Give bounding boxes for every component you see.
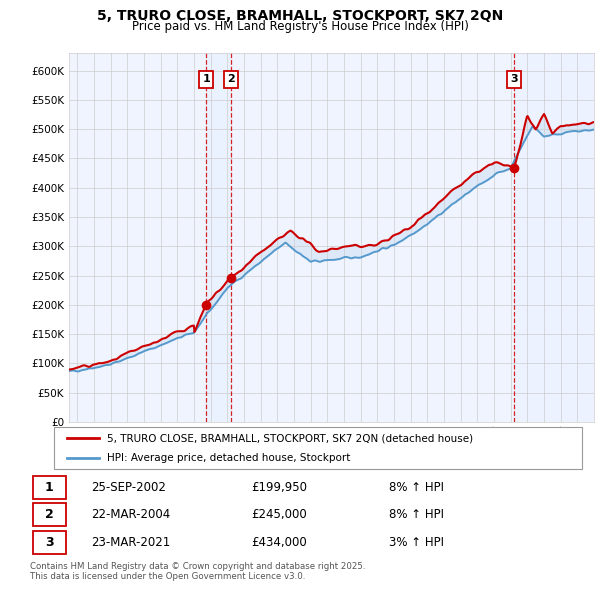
Text: 8% ↑ HPI: 8% ↑ HPI [389,481,444,494]
Text: 1: 1 [202,74,210,84]
Text: 22-MAR-2004: 22-MAR-2004 [91,508,170,522]
Text: 3: 3 [45,536,53,549]
Text: £434,000: £434,000 [251,536,307,549]
Text: 25-SEP-2002: 25-SEP-2002 [91,481,166,494]
Text: HPI: Average price, detached house, Stockport: HPI: Average price, detached house, Stoc… [107,454,350,463]
Text: £245,000: £245,000 [251,508,307,522]
FancyBboxPatch shape [33,530,66,553]
Text: Contains HM Land Registry data © Crown copyright and database right 2025.
This d: Contains HM Land Registry data © Crown c… [30,562,365,581]
FancyBboxPatch shape [33,503,66,526]
Bar [514,53,594,422]
Text: 2: 2 [227,74,235,84]
Text: 2: 2 [45,508,53,522]
Text: 8% ↑ HPI: 8% ↑ HPI [389,508,444,522]
FancyBboxPatch shape [54,427,582,469]
Text: 3% ↑ HPI: 3% ↑ HPI [389,536,444,549]
Text: 5, TRURO CLOSE, BRAMHALL, STOCKPORT, SK7 2QN: 5, TRURO CLOSE, BRAMHALL, STOCKPORT, SK7… [97,9,503,23]
Bar [206,53,231,422]
Text: 3: 3 [511,74,518,84]
FancyBboxPatch shape [33,476,66,499]
Text: 23-MAR-2021: 23-MAR-2021 [91,536,170,549]
Text: £199,950: £199,950 [251,481,307,494]
Text: 1: 1 [45,481,53,494]
Text: Price paid vs. HM Land Registry's House Price Index (HPI): Price paid vs. HM Land Registry's House … [131,20,469,33]
Text: 5, TRURO CLOSE, BRAMHALL, STOCKPORT, SK7 2QN (detached house): 5, TRURO CLOSE, BRAMHALL, STOCKPORT, SK7… [107,434,473,444]
